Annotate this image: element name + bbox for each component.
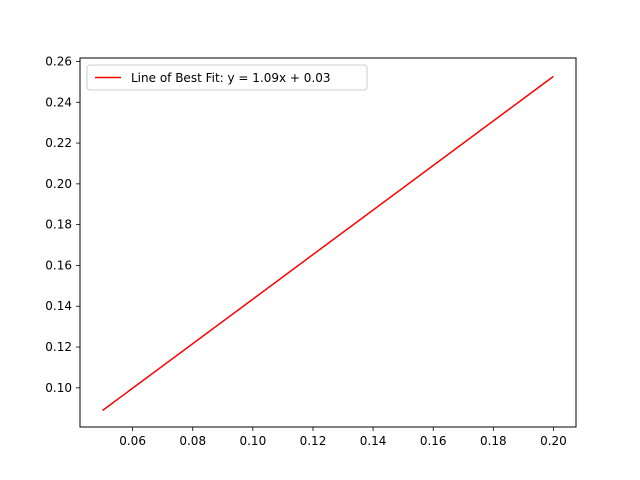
legend: Line of Best Fit: y = 1.09x + 0.03 bbox=[86, 64, 368, 91]
x-tick-label: 0.06 bbox=[119, 434, 146, 448]
x-tick-label: 0.12 bbox=[300, 434, 327, 448]
y-axis: 0.10 0.12 0.14 0.16 0.18 0.20 0.22 0.24 0.26 bbox=[45, 54, 80, 395]
y-tick-label: 0.20 bbox=[45, 177, 72, 191]
y-tick-label: 0.24 bbox=[45, 95, 72, 109]
x-tick-label: 0.16 bbox=[420, 434, 447, 448]
x-tick-label: 0.10 bbox=[239, 434, 266, 448]
y-tick-label: 0.18 bbox=[45, 218, 72, 232]
y-tick-label: 0.12 bbox=[45, 340, 72, 354]
y-tick-label: 0.16 bbox=[45, 258, 72, 272]
y-tick-label: 0.14 bbox=[45, 299, 72, 313]
x-tick-label: 0.08 bbox=[179, 434, 206, 448]
x-tick-label: 0.18 bbox=[480, 434, 507, 448]
y-tick-label: 0.26 bbox=[45, 54, 72, 68]
x-axis: 0.06 0.08 0.10 0.12 0.14 0.16 0.18 0.20 bbox=[119, 427, 567, 448]
x-tick-label: 0.20 bbox=[540, 434, 567, 448]
axes-frame bbox=[79, 57, 577, 428]
y-tick-label: 0.10 bbox=[45, 381, 72, 395]
series-layer bbox=[102, 75, 554, 412]
legend-box bbox=[86, 64, 368, 91]
series-line-0 bbox=[102, 75, 554, 412]
y-tick-label: 0.22 bbox=[45, 136, 72, 150]
x-tick-label: 0.14 bbox=[360, 434, 387, 448]
legend-label: Line of Best Fit: y = 1.09x + 0.03 bbox=[131, 71, 331, 85]
